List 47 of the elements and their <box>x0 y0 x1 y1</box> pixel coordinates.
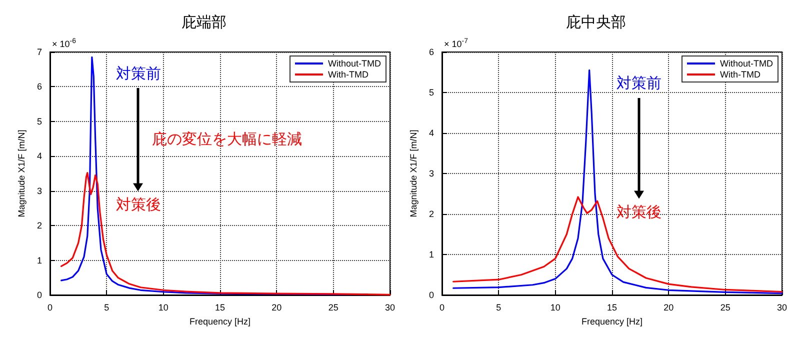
y-tick-label: 2 <box>428 209 434 219</box>
annotation: 庇の変位を大幅に軽減 <box>152 130 302 148</box>
legend-label: Without-TMD <box>328 58 382 68</box>
annotation: 対策後 <box>116 196 161 214</box>
annotation: 対策前 <box>616 75 662 92</box>
y-axis-title: Magnitude X1/F [m/N] <box>408 130 418 218</box>
annotation: 対策後 <box>616 204 662 221</box>
x-axis-title: Frequency [Hz] <box>581 316 643 326</box>
line-series <box>60 172 391 296</box>
x-tick-label: 30 <box>776 302 788 312</box>
y-tick-label: 1 <box>428 250 434 260</box>
x-tick-label: 10 <box>158 302 168 312</box>
y-tick-label: 3 <box>36 186 42 196</box>
annotation: 対策前 <box>116 65 161 82</box>
chart-title: 庇中央部 <box>566 14 626 31</box>
y-axis-title: Magnitude X1/F [m/N] <box>16 130 26 218</box>
y-tick-label: 7 <box>36 47 42 57</box>
y-tick-label: 0 <box>36 290 42 300</box>
x-tick-label: 25 <box>720 302 730 312</box>
x-tick-label: 20 <box>664 302 674 312</box>
x-tick-label: 30 <box>384 302 396 312</box>
x-tick-label: 0 <box>439 302 445 312</box>
y-tick-label: 3 <box>428 168 434 178</box>
legend-label: Without-TMD <box>720 58 774 68</box>
x-axis-title: Frequency [Hz] <box>189 316 251 326</box>
x-tick-label: 10 <box>550 302 560 312</box>
y-tick-label: 5 <box>36 116 42 126</box>
y-tick-label: 0 <box>428 290 434 300</box>
y-tick-label: 4 <box>36 151 42 162</box>
y-tick-label: 4 <box>428 128 434 138</box>
x-tick-label: 5 <box>104 302 110 312</box>
x-tick-label: 5 <box>496 302 502 312</box>
y-tick-label: 6 <box>428 47 434 57</box>
line-series <box>452 196 783 293</box>
y-tick-label: 2 <box>36 220 42 231</box>
x-tick-label: 20 <box>272 302 282 312</box>
legend-label: With-TMD <box>720 70 761 80</box>
line-series <box>452 69 783 294</box>
y-tick-label: 1 <box>36 255 42 266</box>
x-tick-label: 25 <box>328 302 338 312</box>
x-tick-label: 15 <box>606 302 618 312</box>
chart-title: 庇端部 <box>182 14 226 31</box>
x-tick-label: 0 <box>47 302 53 312</box>
y-tick-label: 5 <box>428 88 434 98</box>
y-tick-label: 6 <box>36 82 42 92</box>
legend-label: With-TMD <box>328 70 369 80</box>
x-tick-label: 15 <box>214 302 226 312</box>
